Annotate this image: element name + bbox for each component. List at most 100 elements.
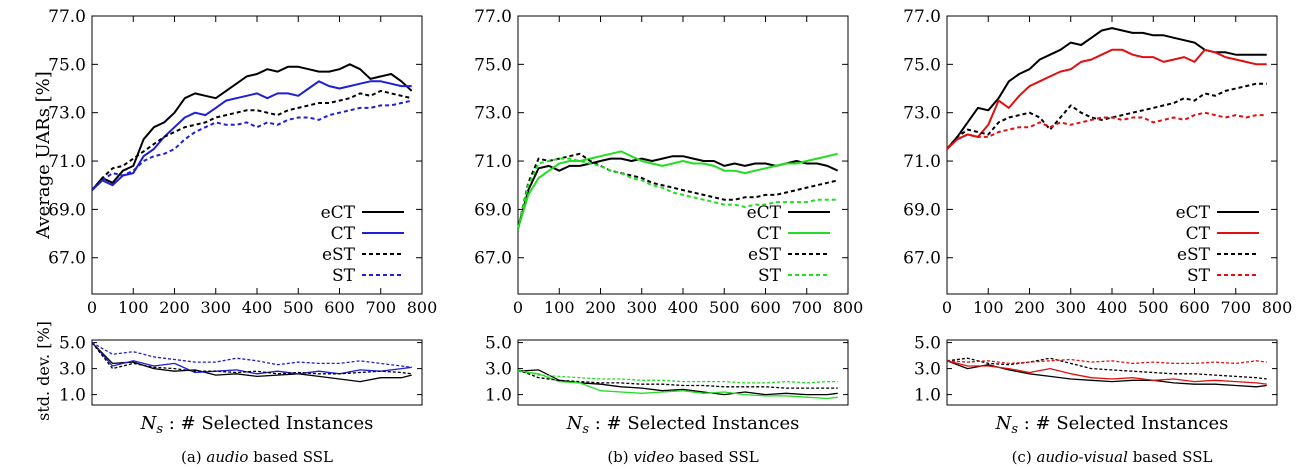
- series-line-est: [91, 89, 412, 191]
- y-tick-label: 69.0: [474, 200, 512, 220]
- subfigure-caption: (c) audio-visual based SSL: [1012, 448, 1213, 466]
- std-plot-frame: [946, 339, 1278, 406]
- x-tick-label: 300: [1055, 298, 1086, 317]
- legend-label-ct: CT: [1186, 224, 1211, 244]
- legend-label-ct: CT: [331, 224, 356, 244]
- y-tick-label: 69.0: [903, 200, 941, 220]
- x-axis-label: Ns : # Selected Instances: [995, 413, 1229, 437]
- series-line-ect: [517, 155, 839, 229]
- series-line-st: [91, 99, 412, 191]
- y-tick-label: 67.0: [903, 249, 941, 269]
- series-line-ct: [91, 80, 412, 191]
- std-y-tick-label: 3.0: [914, 360, 941, 380]
- legend-label-st: ST: [1187, 266, 1211, 286]
- x-tick-label: 800: [407, 298, 438, 317]
- x-tick-label: 700: [365, 298, 396, 317]
- y-tick-label: 71.0: [474, 152, 512, 172]
- std-series-line-ct: [946, 360, 1267, 385]
- legend-label-ect: eCT: [747, 203, 782, 223]
- std-y-tick-label: 1.0: [485, 386, 512, 406]
- subfigure-caption: (a) audio based SSL: [181, 448, 333, 466]
- x-axis-label: Ns : # Selected Instances: [566, 413, 800, 437]
- series-line-ct: [946, 48, 1267, 150]
- main-ylabel: Average UARs [%]: [33, 71, 54, 240]
- series-line-est: [946, 82, 1267, 150]
- legend-label-st: ST: [758, 266, 782, 286]
- x-tick-label: 500: [709, 298, 740, 317]
- x-tick-label: 700: [1220, 298, 1251, 317]
- std-plot-frame: [517, 339, 849, 406]
- legend-label-ect: eCT: [321, 203, 356, 223]
- legend-label-est: eST: [322, 245, 356, 265]
- y-tick-label: 77.0: [48, 7, 86, 27]
- std-series-line-ect: [91, 342, 412, 383]
- y-tick-label: 77.0: [474, 7, 512, 27]
- std-series-line-st: [946, 358, 1267, 365]
- std-y-tick-label: 3.0: [59, 360, 86, 380]
- legend-label-est: eST: [748, 245, 782, 265]
- legend-label-ct: CT: [757, 224, 782, 244]
- std-series-line-est: [517, 369, 838, 389]
- std-y-tick-label: 1.0: [59, 386, 86, 406]
- std-series-line-est: [91, 342, 412, 375]
- std-y-tick-label: 5.0: [485, 334, 512, 354]
- std-series-line-st: [91, 342, 412, 368]
- main-plot-frame: [517, 15, 849, 295]
- y-tick-label: 73.0: [474, 104, 512, 124]
- std-series-line-est: [946, 357, 1267, 380]
- x-tick-label: 500: [283, 298, 314, 317]
- y-tick-label: 69.0: [48, 200, 86, 220]
- x-tick-label: 100: [118, 298, 149, 317]
- x-tick-label: 800: [1262, 298, 1293, 317]
- series-line-est: [517, 152, 838, 229]
- std-series-line-ct: [91, 342, 412, 375]
- series-line-st: [517, 157, 838, 229]
- x-tick-label: 600: [1179, 298, 1210, 317]
- y-tick-label: 73.0: [48, 104, 86, 124]
- panels: 67.0 69.0 71.0 73.0 75.0 77.0 0 100 200 300 400 500…: [48, 7, 1292, 466]
- x-tick-label: 300: [626, 298, 657, 317]
- series-line-ct: [517, 150, 838, 229]
- x-tick-label: 100: [544, 298, 575, 317]
- x-tick-label: 700: [791, 298, 822, 317]
- std-series-line-ct: [517, 370, 838, 400]
- series-line-ect: [946, 27, 1267, 150]
- x-tick-label: 300: [200, 298, 231, 317]
- x-tick-label: 0: [513, 298, 523, 317]
- x-tick-label: 200: [1014, 298, 1045, 317]
- x-tick-label: 600: [324, 298, 355, 317]
- chart-panel-3: 67.0 69.0 71.0 73.0 75.0 77.0 0 100 200 300 400 500…: [903, 7, 1292, 466]
- x-tick-label: 100: [973, 298, 1004, 317]
- main-plot-frame: [91, 15, 423, 295]
- series-line-st: [946, 111, 1267, 150]
- y-tick-label: 77.0: [903, 7, 941, 27]
- x-tick-label: 200: [159, 298, 190, 317]
- std-y-tick-label: 5.0: [59, 334, 86, 354]
- y-tick-label: 75.0: [903, 55, 941, 75]
- x-tick-label: 0: [87, 298, 97, 317]
- std-plot-frame: [91, 339, 423, 406]
- std-y-tick-label: 5.0: [914, 334, 941, 354]
- chart-panel-2: 67.0 69.0 71.0 73.0 75.0 77.0 0 100 200 300 400 500…: [474, 7, 863, 466]
- x-tick-label: 500: [1138, 298, 1169, 317]
- y-tick-label: 73.0: [903, 104, 941, 124]
- std-y-tick-label: 3.0: [485, 360, 512, 380]
- y-tick-label: 71.0: [903, 152, 941, 172]
- x-tick-label: 600: [750, 298, 781, 317]
- y-tick-label: 75.0: [48, 55, 86, 75]
- x-axis-label: Ns : # Selected Instances: [140, 413, 374, 437]
- subfigure-caption: (b) video based SSL: [607, 448, 758, 466]
- legend-label-st: ST: [332, 266, 356, 286]
- x-tick-label: 0: [942, 298, 952, 317]
- y-tick-label: 67.0: [474, 249, 512, 269]
- x-tick-label: 400: [242, 298, 273, 317]
- chart-panel-1: 67.0 69.0 71.0 73.0 75.0 77.0 0 100 200 300 400 500…: [48, 7, 437, 466]
- y-tick-label: 75.0: [474, 55, 512, 75]
- legend-label-est: eST: [1177, 245, 1211, 265]
- std-ylabel: std. dev. [%]: [34, 321, 53, 421]
- legend-label-ect: eCT: [1176, 203, 1211, 223]
- x-tick-label: 400: [668, 298, 699, 317]
- x-tick-label: 800: [833, 298, 864, 317]
- y-tick-label: 67.0: [48, 249, 86, 269]
